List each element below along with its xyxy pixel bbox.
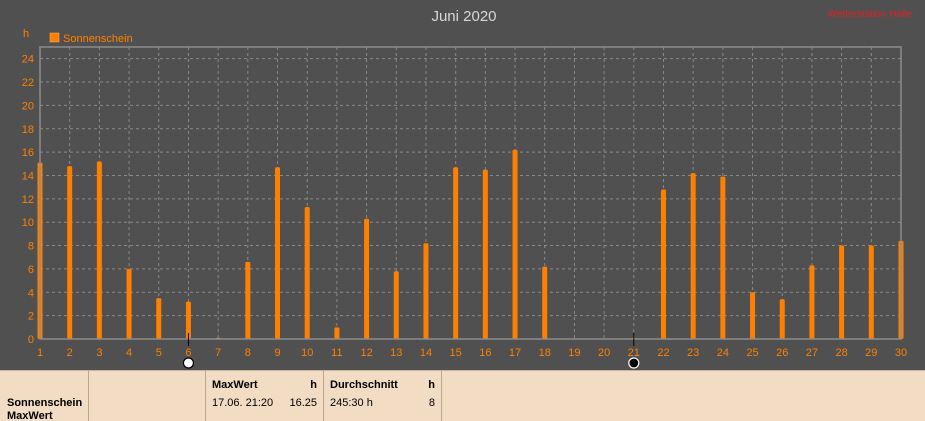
grid [40, 47, 901, 339]
moon-markers [182, 333, 640, 369]
stats-row-label: Sonnenschein [7, 397, 83, 409]
x-tick-label: 14 [420, 347, 432, 359]
bar [245, 261, 251, 339]
bar [720, 176, 726, 339]
bar [482, 169, 488, 339]
y-tick-label: 22 [22, 77, 34, 89]
y-axis-unit: h [23, 28, 29, 40]
bar [334, 327, 340, 339]
bar [393, 271, 399, 339]
plot-border [39, 46, 902, 340]
x-tick-label: 29 [865, 347, 877, 359]
y-tick-label: 0 [28, 334, 34, 346]
bar [156, 298, 162, 339]
y-tick-label: 16 [22, 147, 34, 159]
bar [690, 173, 696, 339]
y-tick-label: 2 [28, 311, 34, 323]
x-tick-label: 3 [96, 347, 102, 359]
bar [868, 245, 874, 339]
bar [67, 166, 73, 339]
avg-value: 8 [428, 397, 435, 409]
x-tick-label: 1 [37, 347, 43, 359]
chart: Juni 2020 Wetterstation Halle h Sonnensc… [22, 8, 913, 369]
y-tick-label: 14 [22, 170, 34, 182]
chart-title: Juni 2020 [431, 8, 496, 25]
bars [37, 149, 904, 339]
x-tick-label: 22 [657, 347, 669, 359]
y-tick-label: 12 [22, 194, 34, 206]
stats-row-label-2: MaxWert [7, 410, 53, 421]
max-value: 16.25 [289, 397, 317, 409]
x-tick-label: 18 [539, 347, 551, 359]
x-tick-label: 12 [360, 347, 372, 359]
bar [275, 167, 281, 339]
x-tick-label: 28 [835, 347, 847, 359]
y-tick-label: 8 [28, 241, 34, 253]
x-tick-label: 6 [185, 347, 191, 359]
bar [364, 218, 370, 339]
y-tick-label: 10 [22, 217, 34, 229]
x-tick-label: 2 [67, 347, 73, 359]
x-tick-label: 23 [687, 347, 699, 359]
bar [660, 189, 666, 339]
x-tick-label: 19 [568, 347, 580, 359]
x-tick-label: 20 [598, 347, 610, 359]
legend: Sonnenschein [49, 32, 133, 45]
legend-swatch [49, 32, 60, 43]
bar [809, 265, 815, 339]
x-tick-label: 7 [215, 347, 221, 359]
x-tick-label: 5 [156, 347, 162, 359]
bar [423, 243, 429, 339]
bar [512, 149, 518, 339]
y-tick-label: 24 [22, 54, 34, 66]
new-moon-icon [628, 357, 640, 369]
stats-label-cell: Sonnenschein MaxWert [0, 371, 89, 421]
x-tick-label: 16 [479, 347, 491, 359]
max-date: 17.06. 21:20 [212, 397, 274, 409]
statistics-panel: Sonnenschein MaxWert MaxWert h 17.06. 21… [0, 370, 925, 421]
max-header: MaxWert [212, 379, 258, 391]
y-tick-label: 6 [28, 264, 34, 276]
x-tick-label: 27 [806, 347, 818, 359]
avg-unit: h [428, 379, 435, 391]
bar [542, 266, 548, 339]
x-tick-label: 17 [509, 347, 521, 359]
x-tick-label: 9 [274, 347, 280, 359]
y-tick-label: 4 [28, 287, 34, 299]
x-tick-label: 11 [331, 347, 342, 359]
x-axis: 1 2 3 4 5 6 7 8 9 10 11 12 13 14 15 16 17 18 19 20 21 22 23 24 2… [37, 347, 907, 359]
stats-spacer-cell [89, 371, 206, 421]
stats-max-cell: MaxWert h 17.06. 21:20 16.25 [206, 371, 324, 421]
x-tick-label: 10 [301, 347, 313, 359]
y-tick-label: 18 [22, 124, 34, 136]
y-tick-label: 20 [22, 100, 34, 112]
x-tick-label: 24 [717, 347, 729, 359]
bar [185, 301, 191, 339]
avg-total: 245:30 h [330, 397, 373, 409]
bar [750, 292, 756, 339]
bar [96, 161, 102, 339]
station-label: Wetterstation Halle [828, 9, 913, 20]
x-tick-label: 30 [895, 347, 907, 359]
legend-label: Sonnenschein [63, 33, 133, 45]
stats-avg-cell: Durchschnitt h 245:30 h 8 [324, 371, 442, 421]
x-tick-label: 15 [450, 347, 462, 359]
x-tick-label: 26 [776, 347, 788, 359]
bar [304, 207, 310, 339]
bar [779, 299, 785, 339]
bar [126, 268, 132, 339]
x-tick-label: 25 [746, 347, 758, 359]
x-tick-label: 4 [126, 347, 132, 359]
bar [453, 167, 459, 339]
x-tick-label: 13 [390, 347, 402, 359]
full-moon-icon [182, 357, 195, 369]
max-unit: h [310, 379, 317, 391]
bar [839, 245, 845, 339]
x-tick-label: 21 [628, 347, 640, 359]
avg-header: Durchschnitt [330, 379, 398, 391]
x-tick-label: 8 [245, 347, 251, 359]
